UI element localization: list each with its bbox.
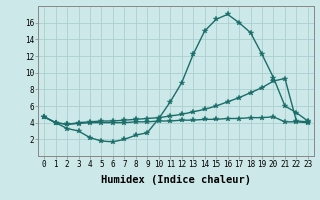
X-axis label: Humidex (Indice chaleur): Humidex (Indice chaleur) <box>101 175 251 185</box>
